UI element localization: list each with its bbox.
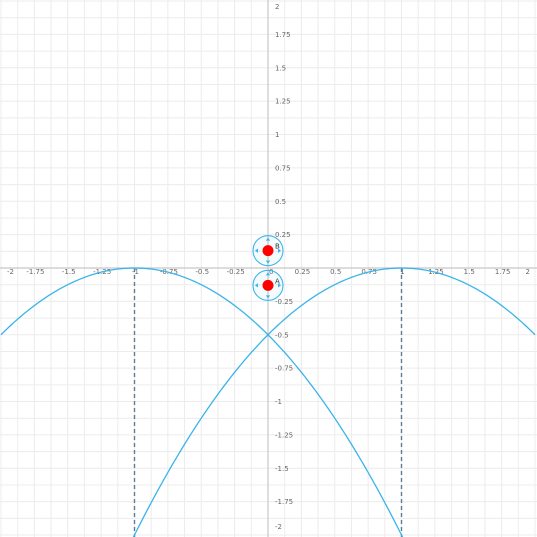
- y-tick-label: -0.75: [275, 365, 293, 373]
- x-tick-label: 1: [400, 268, 404, 276]
- move-arrow-icon: [278, 283, 281, 288]
- move-arrow-icon: [265, 237, 271, 241]
- curves: [0, 267, 536, 537]
- x-tick-label: -2: [7, 268, 14, 276]
- x-tick-label: -0.25: [227, 268, 245, 276]
- y-tick-label: -1.75: [275, 498, 293, 506]
- x-tick-label: 0.25: [295, 268, 311, 276]
- point-marker[interactable]: [262, 279, 274, 291]
- move-arrow-icon: [255, 248, 258, 253]
- point-marker[interactable]: [262, 245, 274, 257]
- x-tick-label: -0.5: [195, 268, 209, 276]
- y-tick-label: 1.5: [275, 64, 286, 72]
- x-tick-label: 2: [526, 268, 530, 276]
- y-tick-label: 0.5: [275, 198, 286, 206]
- parabola-curve: [132, 267, 536, 537]
- x-tick-label: 0: [269, 268, 273, 276]
- draggable-point-b[interactable]: B: [252, 235, 284, 267]
- x-tick-label: -1: [132, 268, 139, 276]
- x-tick-label: -1.75: [26, 268, 44, 276]
- y-tick-label: 1: [275, 131, 279, 139]
- move-arrow-icon: [265, 295, 271, 299]
- move-arrow-icon: [255, 283, 258, 288]
- draggable-point-a[interactable]: A: [252, 269, 284, 301]
- y-tick-label: 1.75: [275, 31, 291, 39]
- x-tick-label: -1.5: [62, 268, 76, 276]
- y-tick-label: -1.5: [275, 465, 289, 473]
- y-tick-label: -1: [275, 398, 282, 406]
- move-arrow-icon: [265, 272, 271, 276]
- y-tick-label: -0.25: [275, 298, 293, 306]
- x-tick-label: 0.5: [330, 268, 341, 276]
- x-tick-label: 1.75: [495, 268, 511, 276]
- y-tick-label: -0.5: [275, 331, 289, 339]
- point-label: A: [275, 277, 280, 285]
- y-tick-label: -2: [275, 523, 282, 531]
- move-arrow-icon: [278, 248, 281, 253]
- points[interactable]: BA: [252, 235, 284, 301]
- y-tick-label: 0.75: [275, 164, 291, 172]
- y-tick-label: 0.25: [275, 231, 291, 239]
- point-label: B: [275, 243, 280, 251]
- y-tick-label: -1.25: [275, 431, 293, 439]
- x-tick-label: 1.5: [464, 268, 475, 276]
- move-arrow-icon: [265, 260, 271, 264]
- dashed-lines: [133, 268, 403, 537]
- y-tick-label: 2: [275, 3, 279, 11]
- y-tick-label: 1.25: [275, 98, 291, 106]
